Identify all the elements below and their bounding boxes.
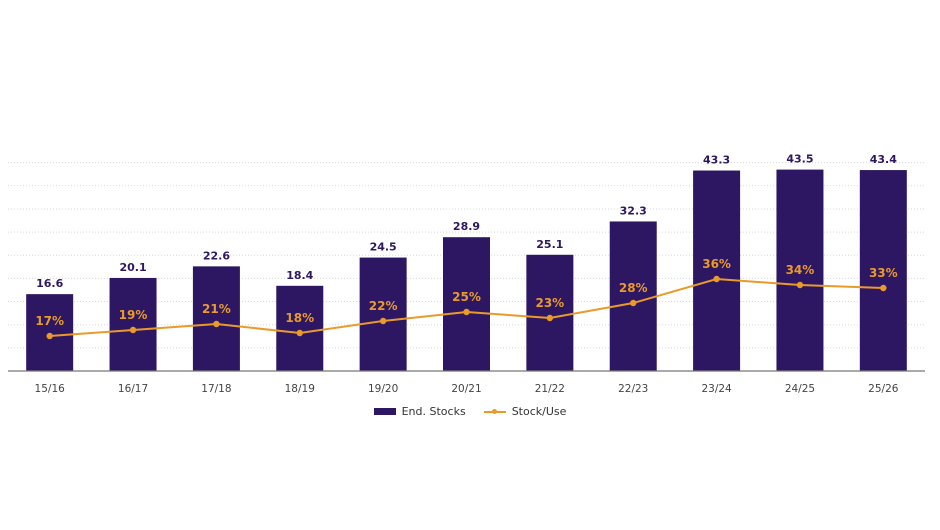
bar-value-label: 28.9 [453,220,480,233]
legend-dot-stock-use [491,409,497,414]
legend-label-stock-use: Stock/Use [511,405,567,418]
x-tick-label: 16/17 [118,383,148,395]
point-stock-use [379,317,387,325]
chart: 16.6 20.1 22.6 18.4 24.5 28.9 25.1 32.3 43.3 43.5… [8,153,925,395]
line-value-label: 17% [35,314,64,328]
x-tick-label: 17/18 [201,383,231,395]
legend-label-end-stocks: End. Stocks [401,405,466,418]
bar-value-label: 43.3 [703,154,730,167]
x-tick-label: 24/25 [785,383,815,395]
bar-end-stocks [693,170,741,371]
bar-value-label: 20.1 [119,261,146,274]
line-value-label: 36% [702,257,731,271]
point-stock-use [213,320,220,328]
line-value-label: 18% [285,311,314,325]
x-tick-label: 19/20 [368,383,398,395]
bar-value-label: 18.4 [286,269,313,282]
x-tick-label: 22/23 [618,383,648,395]
line-value-label: 21% [202,302,231,316]
point-stock-use [129,326,137,334]
bar-value-label: 43.4 [870,153,897,166]
point-stock-use [880,284,887,292]
bar-end-stocks [276,285,324,371]
x-tick-label: 20/21 [451,383,481,395]
line-value-label: 34% [786,263,815,277]
x-tick-label: 21/22 [535,383,565,395]
x-tick-label: 15/16 [35,383,66,395]
x-tick-label: 23/24 [701,383,732,395]
point-stock-use [630,299,637,307]
bar-value-label: 24.5 [370,241,397,254]
bar-end-stocks [776,169,824,371]
bar-end-stocks [443,237,490,371]
bar-end-stocks [109,277,157,371]
bar-end-stocks [26,294,74,371]
bar-end-stocks [526,254,574,371]
x-tick-label: 25/26 [868,383,899,395]
point-stock-use [713,275,720,283]
bar-end-stocks [859,170,907,371]
bar-end-stocks [359,257,407,371]
legend-line-stock-use [483,409,506,414]
bar-end-stocks [192,266,240,371]
line-value-label: 28% [619,281,648,295]
legend-item-stock-use: Stock/Use [483,405,567,418]
line-value-label: 33% [869,266,898,280]
bar-end-stocks [609,221,657,371]
legend-swatch-end-stocks [373,408,396,415]
line-value-label: 22% [369,299,398,313]
line-value-label: 25% [452,290,481,304]
bar-value-label: 22.6 [203,249,230,262]
bar-value-label: 16.6 [36,277,63,290]
point-stock-use [46,332,53,340]
point-stock-use [796,281,804,289]
bar-value-label: 32.3 [620,204,647,217]
point-stock-use [463,308,470,316]
legend-item-end-stocks: End. Stocks [373,405,466,418]
point-stock-use [296,329,303,337]
legend: End. Stocks Stock/Use [0,405,940,418]
line-value-label: 23% [535,296,564,310]
point-stock-use [546,314,554,322]
x-tick-label: 18/19 [285,383,315,395]
line-value-label: 19% [119,308,148,322]
bar-value-label: 43.5 [786,153,813,166]
bar-value-label: 25.1 [536,238,563,251]
